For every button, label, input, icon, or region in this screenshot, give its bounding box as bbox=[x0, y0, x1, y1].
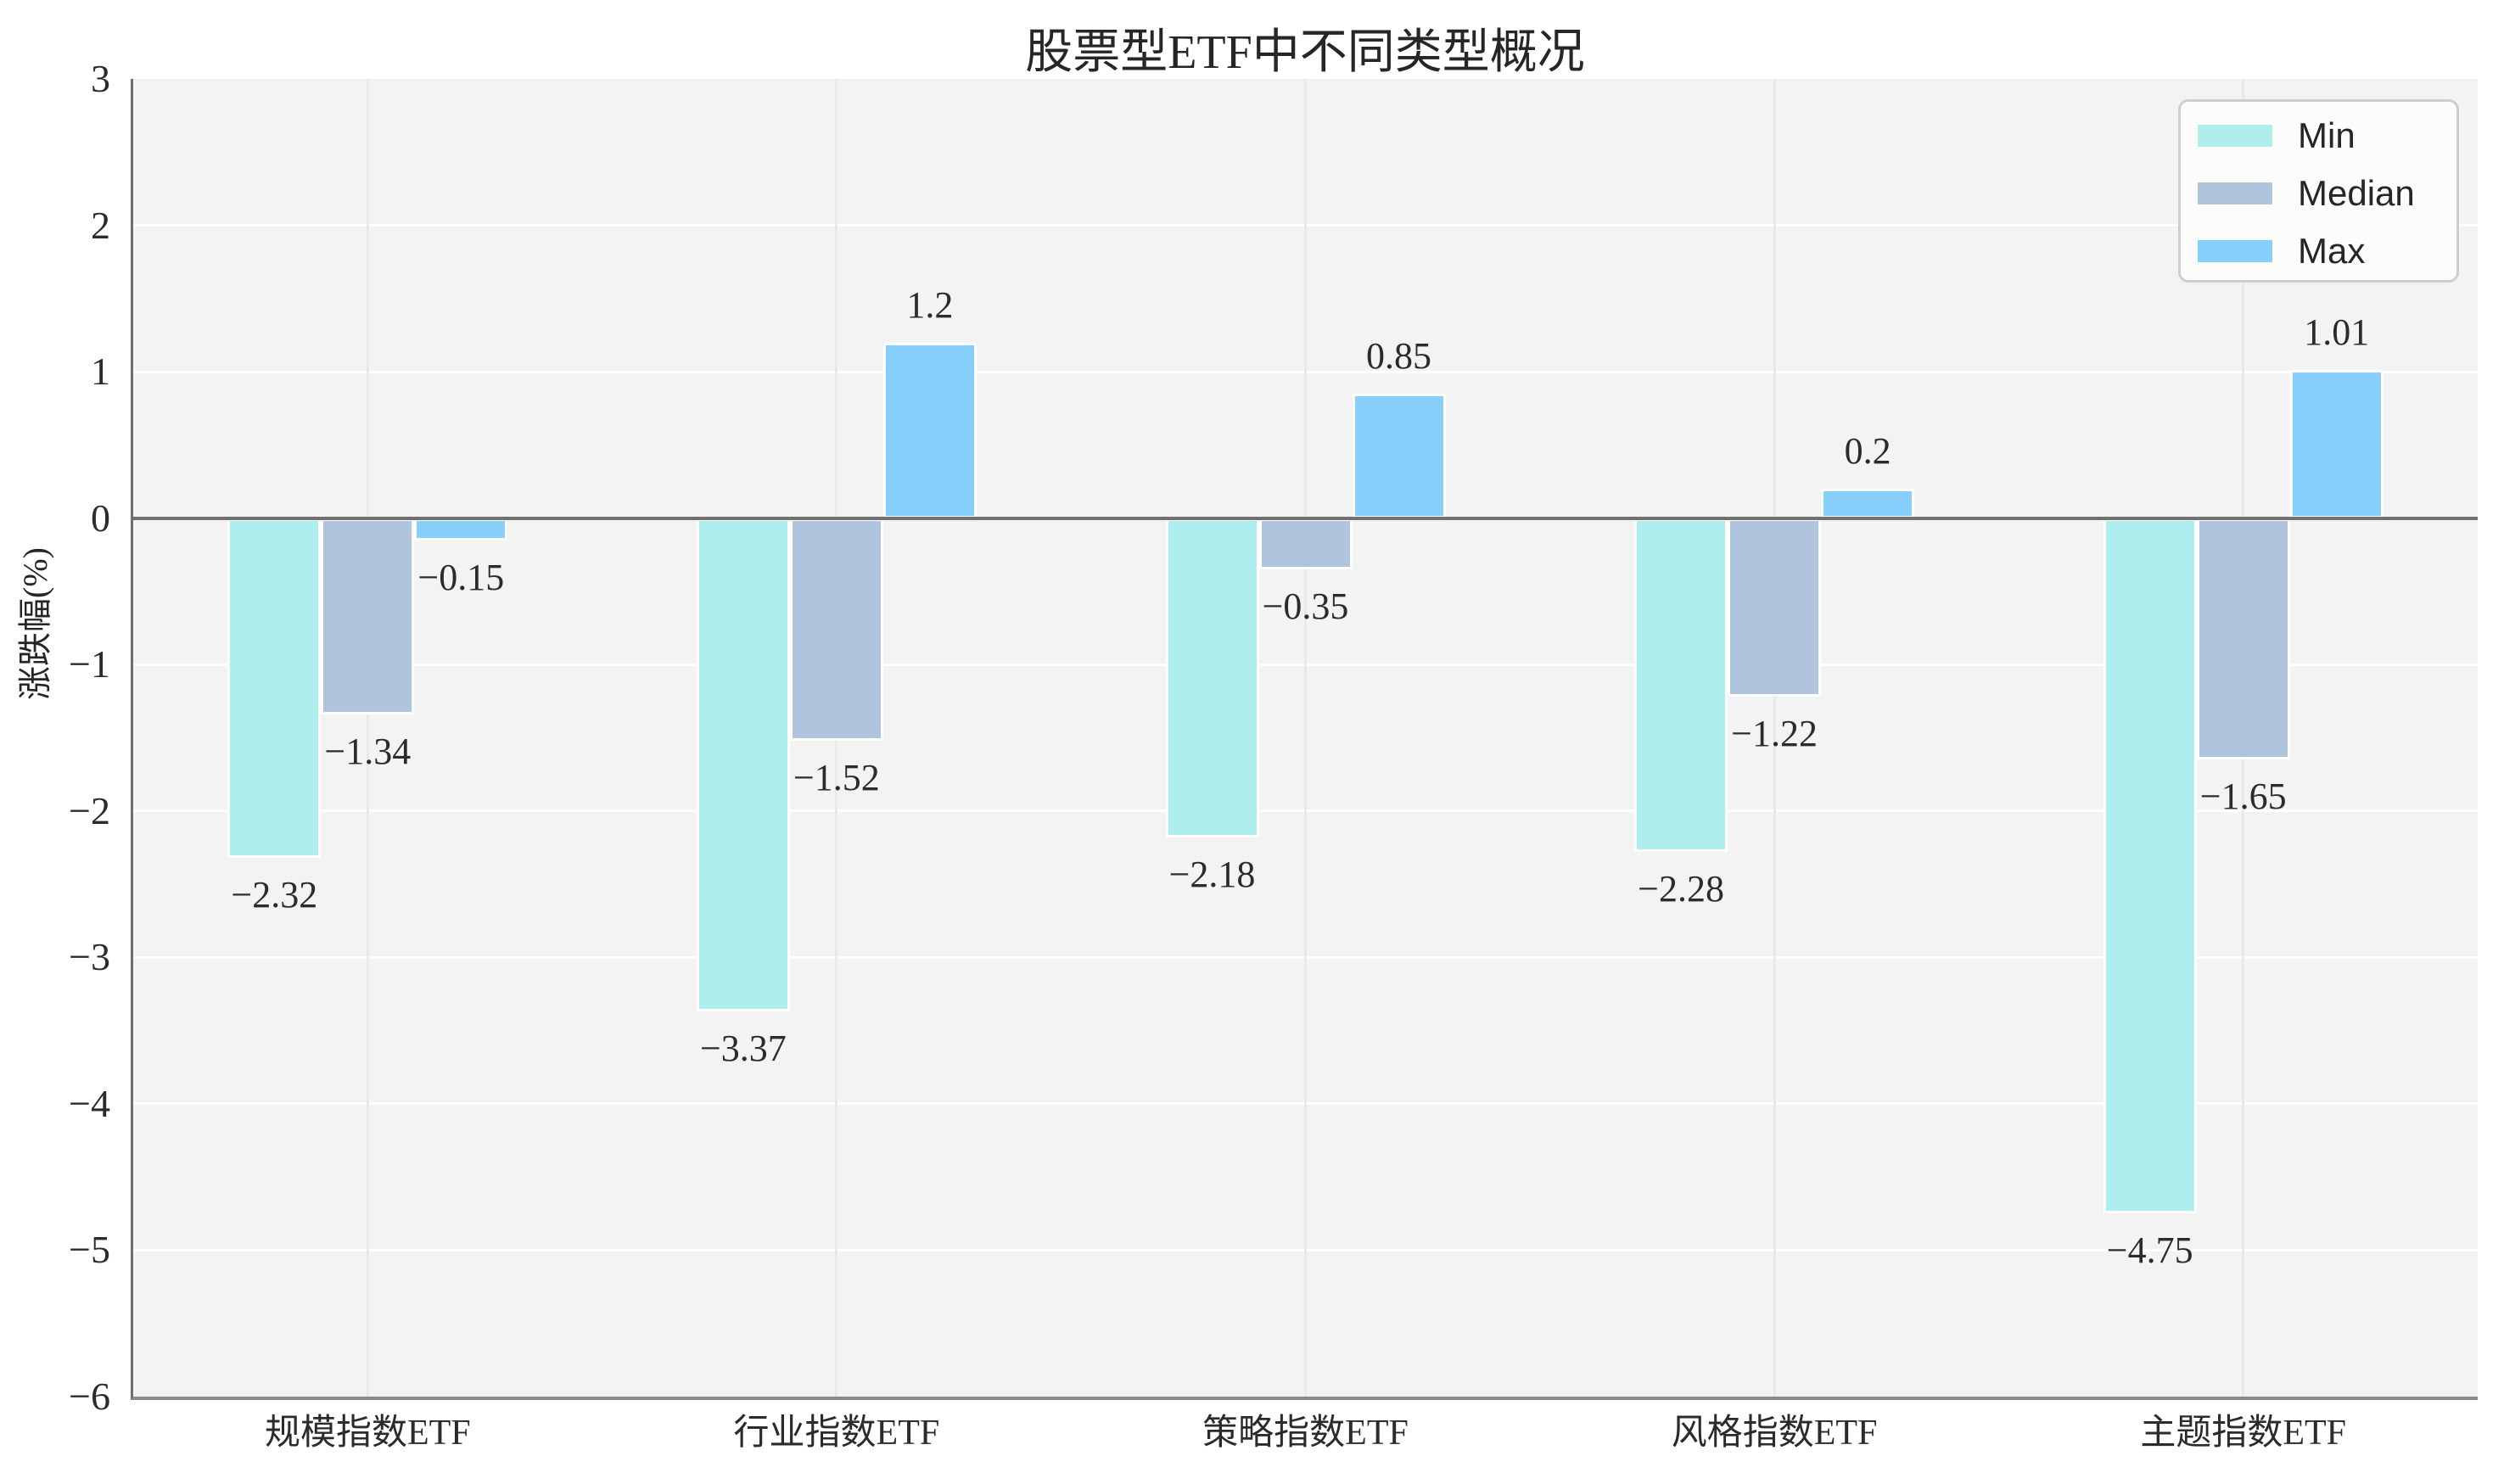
chart-title: 股票型ETF中不同类型概况 bbox=[1025, 26, 1585, 79]
gridline-vertical bbox=[366, 79, 369, 1397]
bar-value-label: −0.15 bbox=[417, 556, 505, 598]
bar-value-label: −1.34 bbox=[324, 730, 412, 772]
bar-value-label: −4.75 bbox=[2106, 1229, 2193, 1272]
y-tick-label: −1 bbox=[69, 642, 110, 686]
bar-min-0 bbox=[227, 518, 322, 858]
bar-value-label: −1.65 bbox=[2199, 776, 2287, 818]
bar-median-2 bbox=[1258, 518, 1353, 570]
x-tick-label: 策略指数ETF bbox=[1202, 1414, 1409, 1453]
bar-min-4 bbox=[2103, 518, 2197, 1214]
bar-value-label: −1.22 bbox=[1731, 713, 1818, 755]
y-tick-label: −5 bbox=[69, 1228, 110, 1272]
bar-value-label: −2.18 bbox=[1168, 853, 1256, 895]
legend-label: Min bbox=[2298, 115, 2356, 155]
bar-max-0 bbox=[414, 518, 508, 540]
bar-value-label: −0.35 bbox=[1262, 585, 1349, 628]
legend-swatch-max bbox=[2196, 238, 2274, 264]
bar-median-3 bbox=[1728, 518, 1822, 697]
legend: Min Median Max bbox=[2178, 99, 2459, 283]
legend-label: Max bbox=[2298, 231, 2366, 271]
bar-value-label: −3.37 bbox=[699, 1028, 787, 1070]
bar-median-1 bbox=[789, 518, 883, 741]
bar-min-1 bbox=[696, 518, 790, 1012]
bar-value-label: 1.2 bbox=[906, 283, 954, 326]
x-tick-label: 主题指数ETF bbox=[2140, 1414, 2347, 1453]
legend-label: Median bbox=[2298, 173, 2415, 213]
x-tick-label: 行业指数ETF bbox=[733, 1414, 940, 1453]
bar-median-0 bbox=[321, 518, 415, 714]
y-tick-label: −4 bbox=[69, 1081, 110, 1125]
y-tick-label: 3 bbox=[91, 57, 110, 100]
bar-median-4 bbox=[2196, 518, 2290, 760]
y-tick-label: 2 bbox=[91, 203, 110, 247]
legend-item-median: Median bbox=[2196, 172, 2415, 215]
x-tick-label: 风格指数ETF bbox=[1671, 1414, 1878, 1453]
bar-value-label: 1.01 bbox=[2304, 311, 2370, 354]
y-tick-label: 0 bbox=[91, 496, 110, 540]
bar-value-label: −2.28 bbox=[1638, 868, 1725, 910]
legend-item-max: Max bbox=[2196, 230, 2365, 272]
gridline-vertical bbox=[1773, 79, 1776, 1397]
bar-value-label: −1.52 bbox=[793, 756, 880, 798]
bar-max-3 bbox=[1821, 489, 1915, 518]
bar-min-2 bbox=[1165, 518, 1259, 837]
bar-value-label: −2.32 bbox=[231, 873, 318, 916]
y-tick-label: −2 bbox=[69, 788, 110, 832]
zero-line bbox=[133, 516, 2478, 520]
legend-swatch-min bbox=[2196, 123, 2274, 148]
gridline-vertical bbox=[1304, 79, 1307, 1397]
y-tick-label: −3 bbox=[69, 935, 110, 979]
bar-value-label: 0.2 bbox=[1844, 430, 1891, 473]
legend-swatch-median bbox=[2196, 181, 2274, 206]
y-axis-label: 涨跌幅(%) bbox=[16, 547, 54, 700]
bar-max-1 bbox=[882, 342, 977, 518]
y-tick-label: 1 bbox=[91, 350, 110, 394]
bar-max-4 bbox=[2289, 370, 2384, 518]
legend-item-min: Min bbox=[2196, 115, 2356, 157]
bar-value-label: 0.85 bbox=[1366, 334, 1431, 377]
bar-max-2 bbox=[1352, 393, 1446, 518]
plot-area: −2.32 −3.37 −2.18 −2.28 −4.75 −1.34 −1.52 −0.35… bbox=[131, 79, 2478, 1400]
y-tick-label: −6 bbox=[69, 1375, 110, 1418]
x-tick-label: 规模指数ETF bbox=[264, 1414, 471, 1453]
bar-min-3 bbox=[1634, 518, 1728, 853]
